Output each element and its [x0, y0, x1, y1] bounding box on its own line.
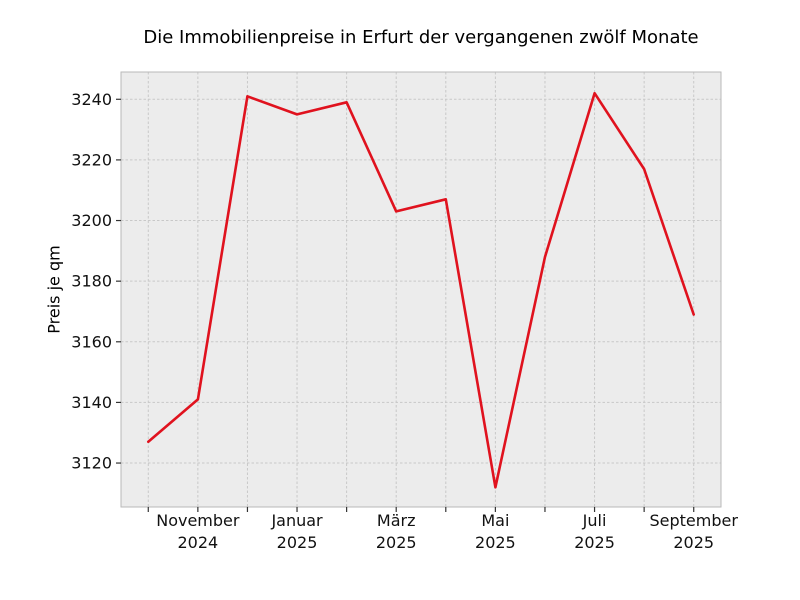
plot-border: [120, 71, 722, 508]
y-tick-label: 3200: [71, 211, 112, 230]
x-tick-label: März 2025: [376, 511, 417, 552]
x-tick-label: September 2025: [650, 511, 739, 552]
x-tick-label: Januar 2025: [270, 511, 323, 552]
y-tick-label: 3240: [71, 90, 112, 109]
y-tick-label: 3140: [71, 393, 112, 412]
plot-background: [121, 72, 721, 507]
x-tick-label: Juli 2025: [574, 511, 615, 552]
price-line: [147, 91, 696, 489]
y-tick-label: 3120: [71, 454, 112, 473]
y-tick-label: 3220: [71, 150, 112, 169]
x-tick-label: November 2024: [156, 511, 240, 552]
x-tick-label: Mai 2025: [475, 511, 516, 552]
y-tick-label: 3160: [71, 332, 112, 351]
y-tick-label: 3180: [71, 272, 112, 291]
chart-title: Die Immobilienpreise in Erfurt der verga…: [143, 27, 699, 48]
